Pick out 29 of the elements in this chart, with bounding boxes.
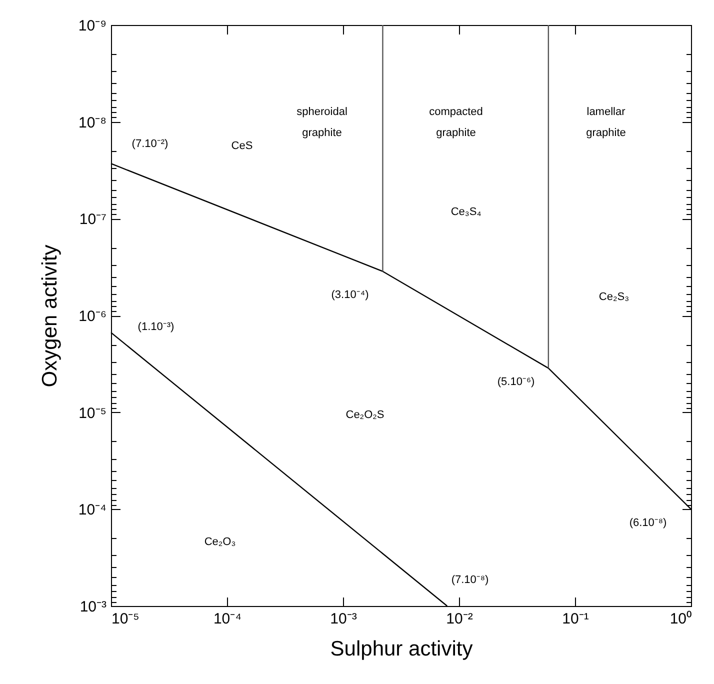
annotation: (1.10⁻³)	[138, 321, 174, 333]
y-tick-label: 10⁻⁸	[78, 114, 106, 132]
x-axis-title: Sulphur activity	[330, 638, 474, 660]
annotation: spheroidal graphite	[296, 106, 348, 139]
y-tick-label: 10⁻⁹	[78, 18, 106, 34]
x-tick-label: 10⁻³	[330, 610, 357, 628]
annotation: (5.10⁻⁶)	[497, 376, 535, 388]
x-tick-label: 10⁻⁵	[112, 610, 140, 628]
y-tick-label: 10⁻⁵	[78, 404, 106, 422]
annotation: (7.10⁻²)	[132, 138, 168, 150]
y-tick-label: 10⁻⁷	[79, 211, 106, 228]
annotation: Ce₃S₄	[450, 206, 482, 218]
annotation: CeS	[231, 140, 253, 152]
y-tick-label: 10⁻⁴	[78, 502, 106, 519]
y-axis-title: Oxygen activity	[38, 244, 62, 388]
x-tick-label: 10⁻¹	[562, 610, 589, 628]
annotation: Ce₂S₃	[598, 291, 630, 303]
annotation: compacted graphite	[429, 106, 483, 139]
y-tick-label: 10⁻⁶	[78, 308, 106, 325]
x-tick-label: 10⁻⁴	[213, 610, 242, 628]
x-tick-label: 10⁰	[670, 610, 692, 628]
annotation: (6.10⁻⁸)	[629, 517, 667, 529]
annotation: (7.10⁻⁸)	[451, 574, 489, 586]
annotation: (3.10⁻⁴)	[331, 289, 369, 301]
y-tick-label: 10⁻³	[80, 598, 106, 616]
annotation: lamellar graphite	[586, 106, 626, 139]
annotation: Ce₂O₃	[204, 536, 236, 548]
x-tick-label: 10⁻²	[446, 610, 473, 628]
annotation: Ce₂O₂S	[346, 409, 384, 421]
